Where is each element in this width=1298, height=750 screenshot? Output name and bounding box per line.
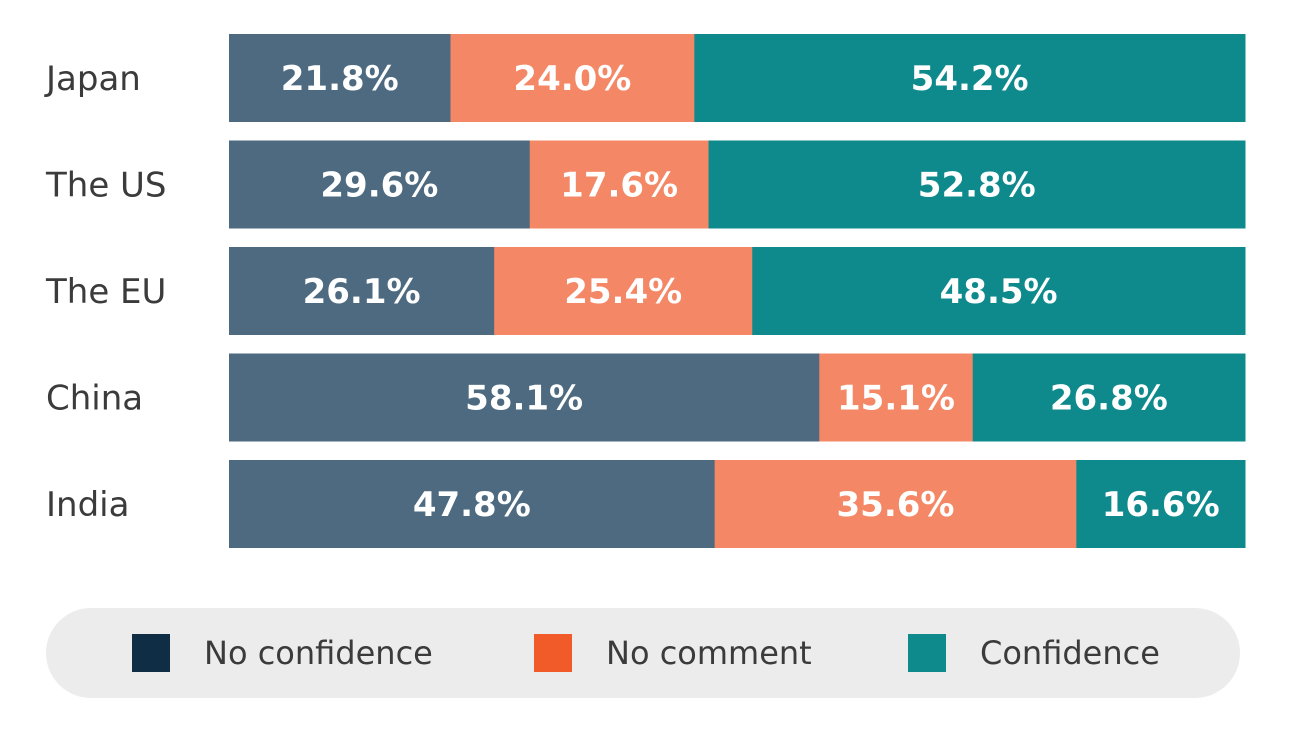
data-label-china-no-confidence: 58.1% [465, 379, 583, 419]
legend-label-no-comment: No comment [606, 634, 812, 672]
data-label-japan-no-comment: 24.0% [513, 59, 631, 99]
category-label-the-eu: The EU [45, 272, 166, 312]
category-label-the-us: The US [45, 166, 167, 206]
bar-the-us-confidence [708, 140, 1246, 229]
category-label-japan: Japan [44, 59, 141, 99]
data-label-the-us-confidence: 52.8% [918, 166, 1036, 206]
legend-swatch-no-comment [534, 634, 572, 672]
bar-japan-no-confidence [229, 34, 451, 122]
data-label-the-us-no-confidence: 29.6% [320, 166, 438, 206]
legend-label-confidence: Confidence [980, 634, 1160, 672]
category-label-india: India [46, 485, 129, 525]
legend-item-no-comment: No comment [534, 608, 812, 698]
bar-japan-no-comment [450, 34, 695, 122]
category-label-china: China [46, 379, 143, 419]
bar-china-no-confidence [229, 353, 820, 442]
data-label-japan-confidence: 54.2% [911, 59, 1029, 99]
legend-swatch-confidence [908, 634, 946, 672]
data-label-the-eu-confidence: 48.5% [940, 272, 1058, 312]
data-label-the-eu-no-confidence: 26.1% [303, 272, 421, 312]
data-label-india-no-confidence: 47.8% [413, 485, 531, 525]
bar-japan-confidence [694, 34, 1246, 122]
bar-india-no-comment [714, 460, 1077, 548]
stacked-bar-chart: Japan 21.8% 24.0% 54.2% The US 29.6% 17.6% 52.8… [44, 34, 1246, 548]
data-label-the-eu-no-comment: 25.4% [564, 272, 682, 312]
data-label-japan-no-confidence: 21.8% [281, 59, 399, 99]
data-label-india-confidence: 16.6% [1102, 485, 1220, 525]
legend-item-no-confidence: No confidence [132, 608, 433, 698]
data-label-china-no-comment: 15.1% [837, 379, 955, 419]
bar-the-eu-no-comment [494, 247, 753, 335]
bar-the-eu-confidence [752, 247, 1246, 335]
data-label-china-confidence: 26.8% [1050, 379, 1168, 419]
legend-label-no-confidence: No confidence [204, 634, 433, 672]
data-label-india-no-comment: 35.6% [837, 485, 955, 525]
bar-the-us-no-confidence [229, 140, 531, 229]
bar-china-confidence [972, 353, 1246, 442]
bar-the-us-no-comment [529, 140, 710, 229]
data-label-the-us-no-comment: 17.6% [560, 166, 678, 206]
legend-swatch-no-confidence [132, 634, 170, 672]
legend: No confidence No comment Confidence [46, 608, 1240, 698]
legend-item-confidence: Confidence [908, 608, 1160, 698]
bar-china-no-comment [819, 353, 974, 442]
bar-the-eu-no-confidence [229, 247, 495, 335]
bar-india-confidence [1076, 460, 1246, 548]
bar-india-no-confidence [229, 460, 716, 548]
